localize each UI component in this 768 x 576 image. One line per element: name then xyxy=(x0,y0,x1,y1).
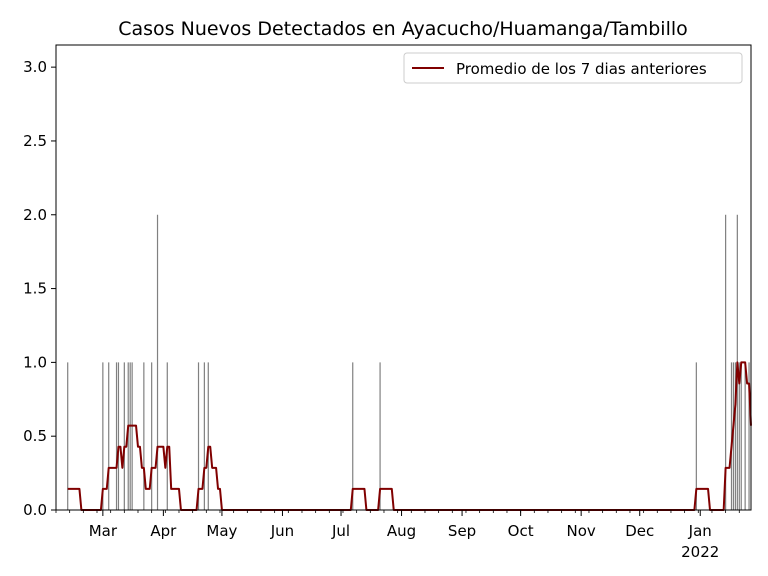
x-tick-label: Jul xyxy=(331,522,350,540)
legend-box xyxy=(403,52,743,84)
bar-2021-07-21 xyxy=(379,362,381,510)
bar-2021-03-12 xyxy=(123,362,125,510)
bar-2021-03-08 xyxy=(115,362,118,510)
x-tick-label: Oct xyxy=(508,522,534,540)
bar-2021-04-22 xyxy=(203,362,205,510)
bar-2021-07-07 xyxy=(352,362,354,510)
bar-2021-03-22 xyxy=(143,362,145,510)
y-tick-label: 3.0 xyxy=(23,58,47,76)
x-tick-label: Aug xyxy=(387,522,416,540)
bar-2021-03-09 xyxy=(117,362,120,510)
x-tick-label: Apr xyxy=(150,522,177,540)
bar-2022-01-24 xyxy=(744,362,746,510)
bar-2021-03-04 xyxy=(108,362,110,510)
y-tick-label: 2.0 xyxy=(23,206,47,224)
x-tick-label: Nov xyxy=(567,522,596,540)
y-tick-label: 0.0 xyxy=(23,501,47,519)
bar-2021-04-03 xyxy=(166,362,168,510)
plot-frame xyxy=(55,44,752,511)
bar-2021-03-26 xyxy=(151,362,153,510)
x-tick-label: Dec xyxy=(625,522,654,540)
bar-2022-01-22 xyxy=(740,362,742,510)
chart-title: Casos Nuevos Detectados en Ayacucho/Huam… xyxy=(118,18,688,40)
x-tick-label: Mar xyxy=(89,522,118,540)
bar-2022-01-19 xyxy=(734,362,736,510)
bar-2021-03-29 xyxy=(156,214,159,510)
y-tick-label: 2.5 xyxy=(23,132,47,150)
bar-2021-04-24 xyxy=(207,362,209,510)
bar-2022-01-14 xyxy=(725,214,727,510)
bar-2021-02-11 xyxy=(67,362,69,510)
bar-2021-03-01 xyxy=(102,362,104,510)
axes-layer: 0.0 0.5 1.0 1.5 2.0 2.5 3.0 Mar Apr May Jun Jul Aug S… xyxy=(23,44,752,561)
bar-2022-01-26 xyxy=(748,362,750,510)
bar-2021-12-30 xyxy=(695,362,697,510)
bar-2021-04-19 xyxy=(197,362,200,510)
x-tick-label: May xyxy=(206,522,237,540)
bar-2021-03-16 xyxy=(131,362,133,510)
x-year-label: 2022 xyxy=(681,543,719,561)
x-tick-label: Sep xyxy=(448,522,476,540)
x-tick-label: Jun xyxy=(270,522,294,540)
bar-2021-03-15 xyxy=(129,362,131,510)
bar-2022-01-21 xyxy=(738,362,740,510)
y-tick-label: 0.5 xyxy=(23,427,47,445)
x-tick-label: Jan xyxy=(688,522,712,540)
y-tick-label: 1.0 xyxy=(23,353,47,371)
y-tick-label: 1.5 xyxy=(23,280,47,298)
legend-entry-label: Promedio de los 7 dias anteriores xyxy=(456,60,707,78)
legend: Promedio de los 7 dias anteriores xyxy=(403,52,743,84)
